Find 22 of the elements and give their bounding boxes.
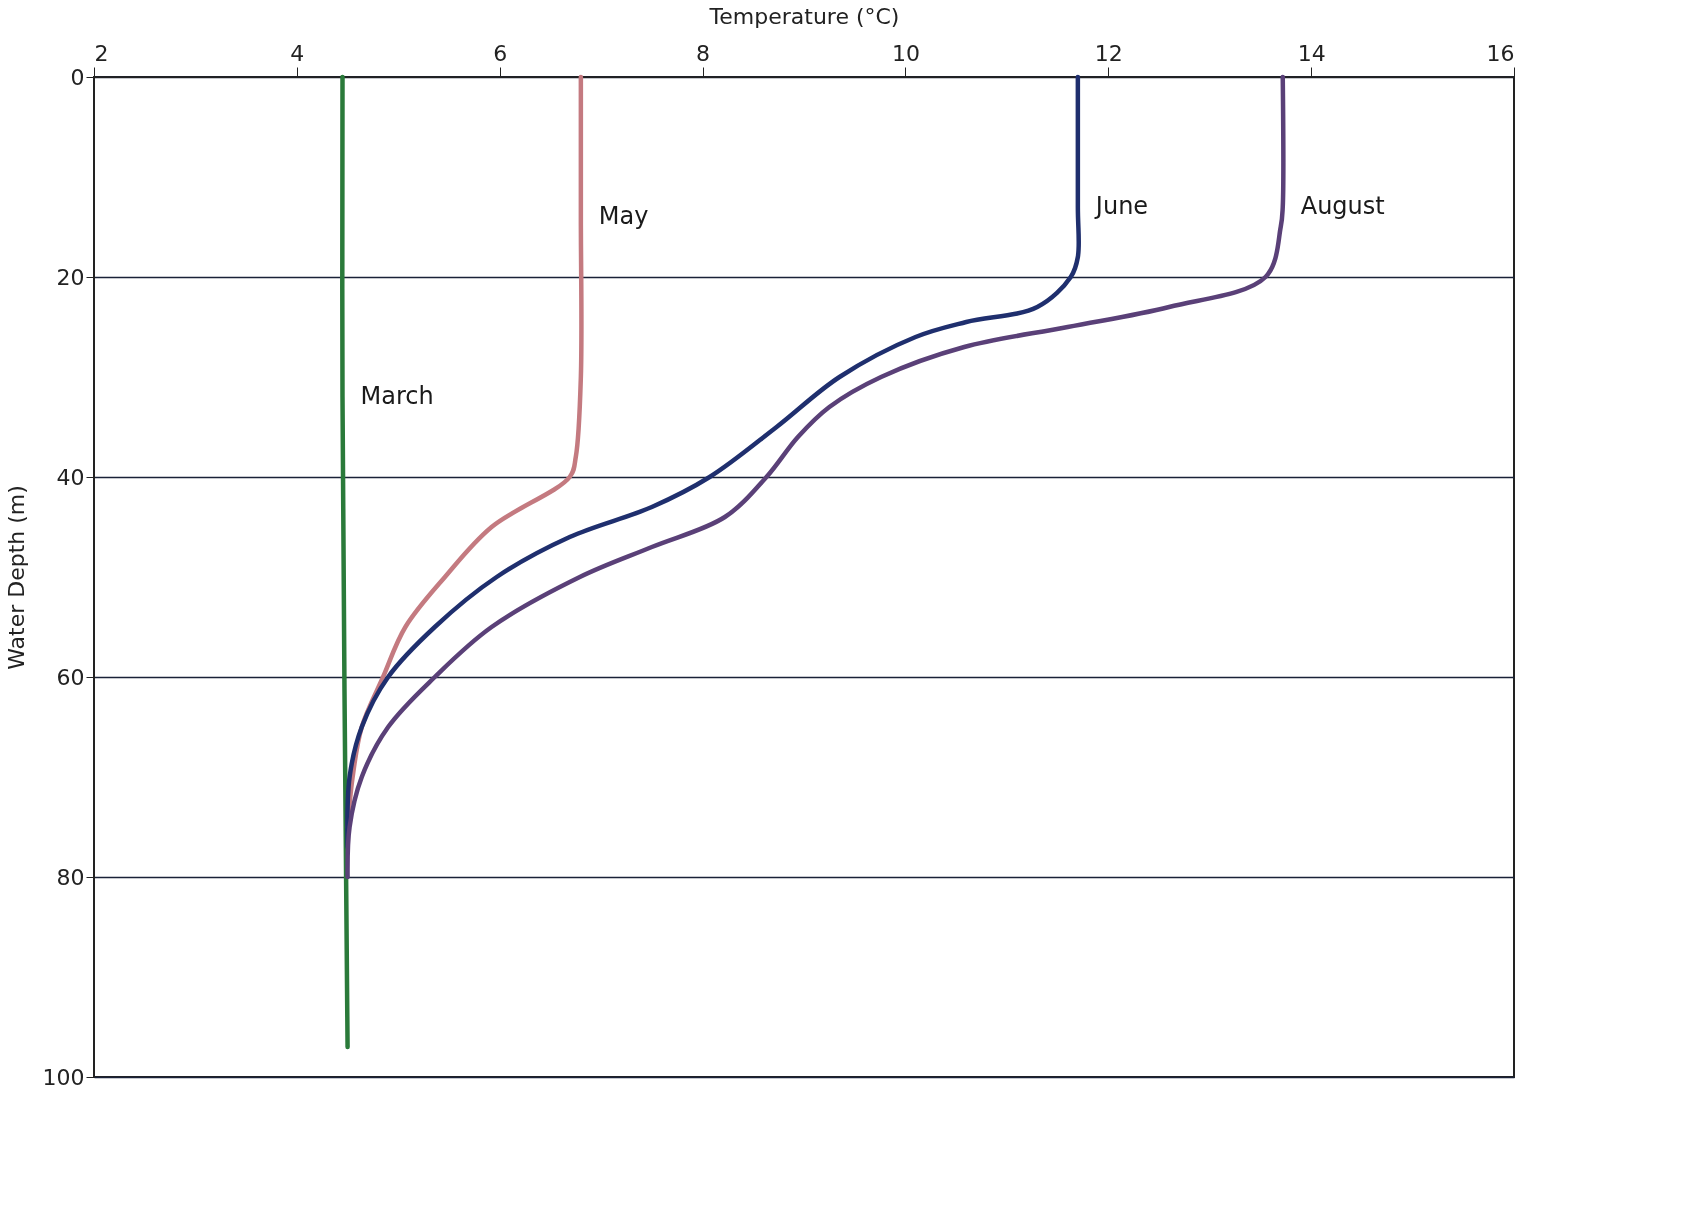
series-label: June [1093,192,1149,220]
x-tick-label: 4 [290,40,305,66]
x-tick-label: 16 [1486,40,1515,66]
y-axis-title: Water Depth (m) [3,485,29,670]
x-tick-label: 8 [696,40,711,66]
line-series [345,74,1082,850]
x-tick-label: 12 [1094,40,1123,66]
series-label: May [598,202,649,230]
series-label: March [360,382,434,410]
x-tick-label: 6 [493,40,508,66]
x-tick-label: 14 [1297,40,1326,66]
y-tick-label: 60 [56,664,85,690]
x-axis-title: Temperature (°C) [708,3,900,29]
y-tick-label: 80 [56,864,85,890]
y-tick-label: 100 [42,1064,85,1090]
x-tick-label: 10 [891,40,920,66]
x-tick-label: 2 [94,40,109,66]
series-label: August [1300,192,1385,220]
y-tick-label: 20 [56,264,85,290]
line-series [345,74,1286,880]
y-tick-label: 40 [56,464,85,490]
y-tick-label: 0 [70,64,85,90]
